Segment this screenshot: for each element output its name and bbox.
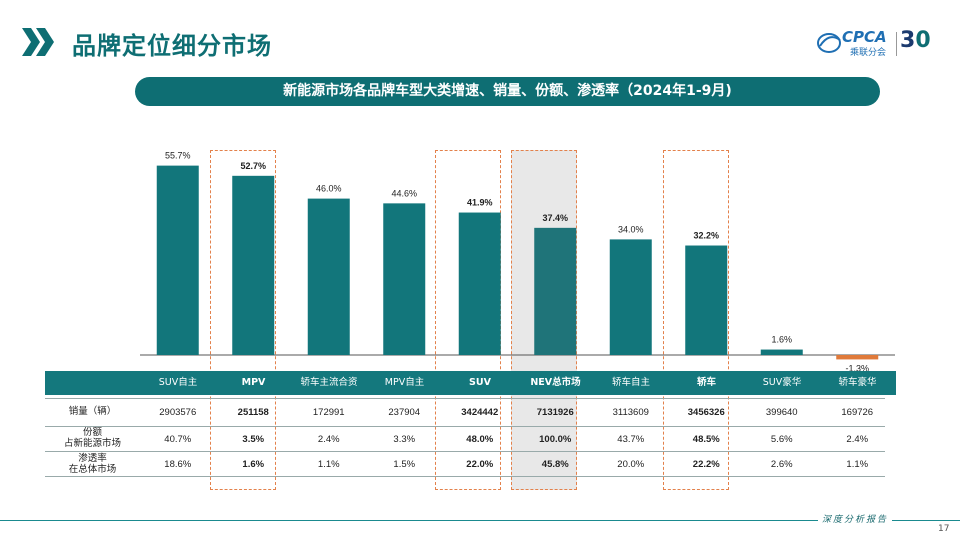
bar-9 [836, 355, 879, 360]
anniversary-digit-3: 3 [900, 28, 916, 53]
table-cell: 48.5% [692, 433, 720, 445]
table-cell: 2.4% [317, 433, 340, 445]
table-header-cell: 轿车自主 [593, 371, 669, 395]
table-cell: 2.6% [770, 459, 793, 470]
table-header-cell: 轿车 [668, 371, 745, 395]
table-divider-1 [45, 398, 885, 399]
bar-value-label-9: -1.3% [845, 363, 869, 373]
chart-title-banner: 新能源市场各品牌车型大类增速、销量、份额、渗透率（2024年1-9月) [135, 77, 880, 106]
table-header-cell: MPV自主 [366, 371, 443, 395]
table-header-cell: SUV [442, 371, 518, 395]
table-cell: 20.0% [617, 459, 645, 470]
table-cell: 251158 [237, 407, 269, 418]
table-cell: 3456326 [687, 407, 725, 418]
table-cell: 48.0% [466, 433, 494, 445]
table-cell: 7131926 [536, 407, 574, 418]
table-cell: 22.0% [466, 459, 494, 470]
table-cell: 237904 [388, 407, 421, 418]
bar-value-label-6: 34.0% [618, 224, 644, 234]
table-cell: 172991 [312, 407, 345, 418]
chevron-double-icon [22, 28, 54, 56]
table-row-label: 渗透率 在总体市场 [68, 452, 117, 475]
bar-5 [534, 227, 577, 355]
table-header-cell: 轿车主流合资 [291, 371, 367, 395]
table-cell: 40.7% [164, 433, 192, 445]
cpca-logo: CPCA 乘联分会 [816, 28, 896, 58]
table-header-corner [45, 371, 140, 395]
footer-line [0, 520, 960, 521]
table-row-label: 份额 占新能源市场 [63, 427, 121, 449]
bar-7 [685, 245, 728, 355]
table-cell: 1.6% [242, 459, 265, 470]
bar-2 [307, 198, 350, 355]
table-cell: 2.4% [846, 433, 869, 445]
table-cell: 100.0% [539, 433, 572, 445]
table-header-cell: 轿车豪华 [819, 371, 896, 395]
table-divider-3 [45, 451, 885, 452]
bar-1 [232, 175, 275, 355]
logo-divider [896, 32, 897, 56]
table-cell: 5.6% [770, 433, 793, 445]
table-header-cell: MPV [215, 371, 292, 395]
table-divider-2 [45, 426, 885, 427]
bar-value-label-3: 44.6% [391, 188, 417, 198]
bar-8 [760, 349, 803, 355]
table-cell: 18.6% [164, 459, 192, 470]
bar-value-label-0: 55.7% [165, 151, 191, 161]
anniversary-digit-0: 0 [915, 28, 931, 53]
table-cell: 169726 [841, 407, 874, 418]
table-cell: 399640 [765, 407, 798, 418]
bar-value-label-4: 41.9% [467, 198, 493, 208]
cpca-emblem-icon [817, 33, 841, 53]
cpca-logo-text: CPCA [842, 28, 887, 46]
table-header-cell: NEV总市场 [517, 371, 594, 395]
table-header-cell: SUV豪华 [744, 371, 820, 395]
bar-value-label-2: 46.0% [316, 184, 342, 194]
table-divider-4 [45, 476, 885, 477]
bar-4 [458, 212, 501, 355]
table-cell: 3.3% [393, 433, 416, 445]
table-cell: 22.2% [692, 459, 720, 470]
bar-3 [383, 203, 426, 355]
table-cell: 3424442 [461, 407, 499, 418]
table-cell: 43.7% [617, 433, 645, 445]
table-header-cell: SUV自主 [140, 371, 216, 395]
table-row-label: 销量（辆） [68, 406, 117, 418]
table-cell: 1.5% [393, 459, 416, 470]
anniversary-30-logo: 30 [900, 28, 931, 53]
table-cell: 2903576 [159, 407, 197, 418]
cpca-logo-subtext: 乘联分会 [850, 48, 887, 58]
bar-0 [156, 165, 199, 355]
page-title: 品牌定位细分市场 [72, 32, 272, 60]
footer-text: 深度分析报告 [818, 512, 893, 525]
bar-value-label-1: 52.7% [240, 161, 266, 171]
table-cell: 1.1% [846, 459, 869, 470]
page-number: 17 [938, 524, 950, 534]
table-cell: 1.1% [317, 459, 340, 470]
table-cell: 3113609 [612, 407, 649, 418]
bar-value-label-7: 32.2% [693, 231, 719, 241]
table-cell: 3.5% [242, 433, 265, 445]
bar-value-label-5: 37.4% [542, 213, 568, 223]
table-cell: 45.8% [541, 459, 569, 470]
bar-6 [609, 239, 652, 355]
bar-value-label-8: 1.6% [771, 335, 792, 345]
